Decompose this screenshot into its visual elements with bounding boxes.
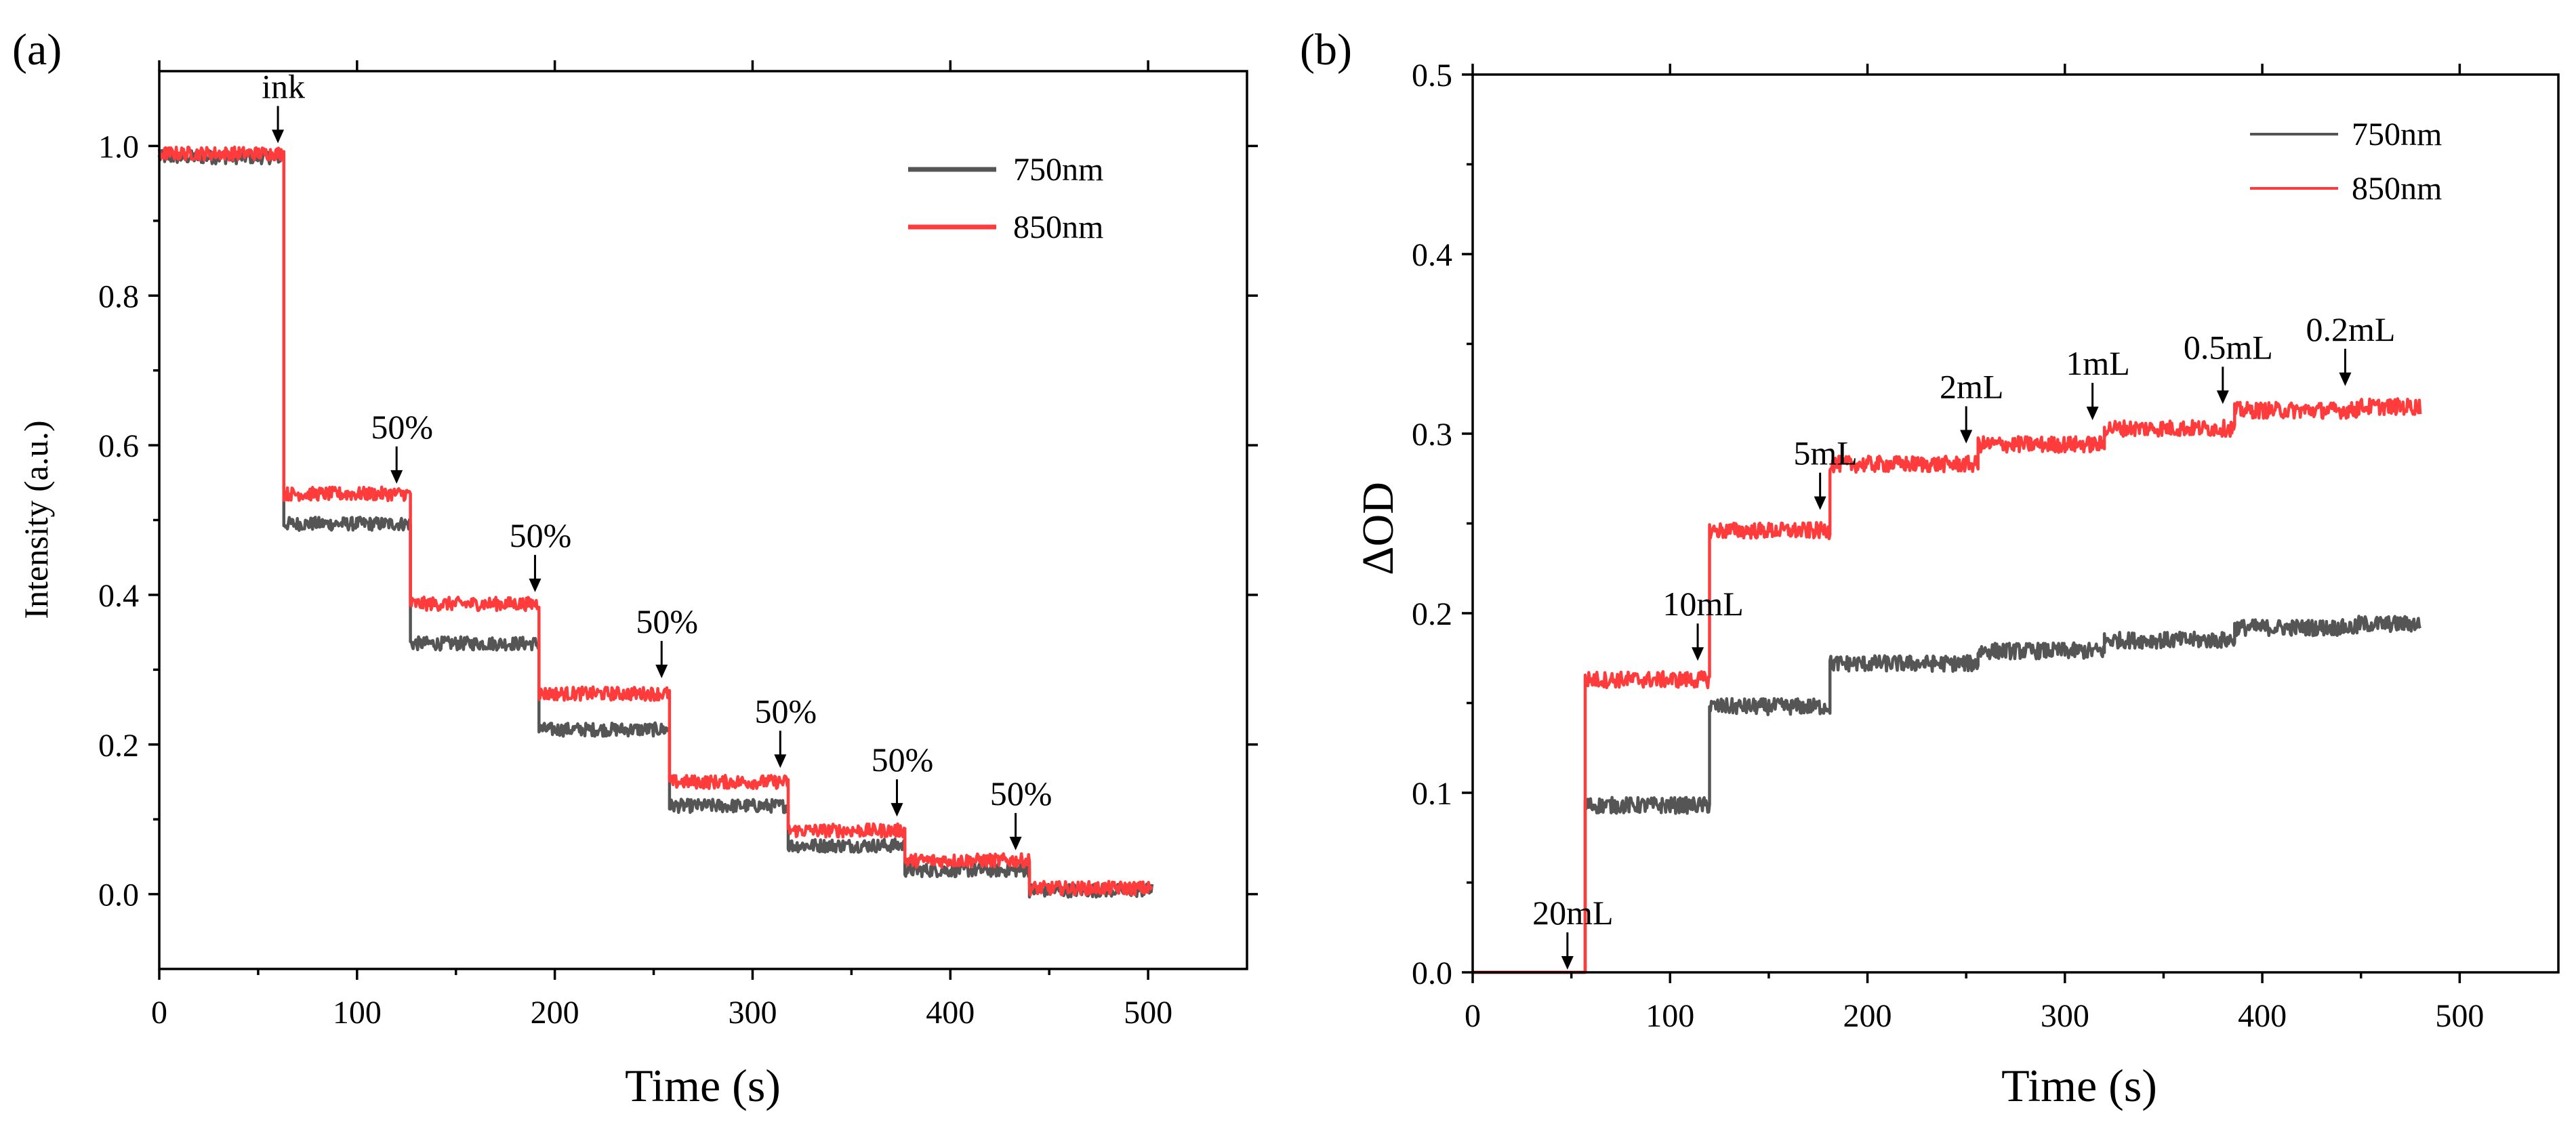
x-tick-label: 500	[1124, 995, 1172, 1031]
annotation-label: 2mL	[1940, 368, 2003, 406]
y-tick-label: 0.6	[98, 428, 139, 464]
series-750nm-line	[1472, 615, 2422, 974]
annotation-label: 50%	[990, 774, 1052, 812]
annotation-label: 0.2mL	[2306, 310, 2395, 348]
x-tick-label: 300	[728, 995, 777, 1031]
x-tick-label: 400	[2238, 998, 2287, 1034]
x-axis-title: Time (s)	[625, 1060, 781, 1111]
series-850nm-line	[1472, 397, 2422, 974]
annotation-label: 50%	[754, 692, 817, 730]
x-tick-label: 400	[926, 995, 975, 1031]
annotation-label: 50%	[371, 408, 433, 446]
legend-label: 750nm	[1013, 152, 1103, 188]
x-axis-title: Time (s)	[2001, 1060, 2157, 1111]
x-tick-label: 300	[2041, 998, 2089, 1034]
y-tick-label: 0.8	[98, 278, 139, 314]
y-tick-label: 0.2	[1412, 596, 1452, 632]
x-tick-label: 0	[1465, 998, 1481, 1034]
annotation-arrow-head	[2216, 390, 2229, 405]
annotation-arrow-head	[529, 578, 541, 592]
y-tick-label: 0.1	[1412, 776, 1452, 812]
annotation-label: 5mL	[1793, 434, 1857, 472]
annotation-label: 20mL	[1532, 894, 1613, 932]
y-tick-label: 0.0	[1412, 955, 1452, 991]
y-tick-label: 1.0	[98, 129, 139, 165]
annotation-label: ink	[262, 67, 305, 105]
y-tick-label: 0.4	[98, 578, 139, 614]
series-850nm-line	[157, 145, 1153, 896]
y-tick-label: 0.2	[98, 728, 139, 764]
legend-label: 850nm	[2352, 171, 2442, 207]
x-tick-label: 100	[1645, 998, 1694, 1034]
annotation-label: 10mL	[1662, 585, 1743, 623]
x-tick-label: 200	[531, 995, 579, 1031]
annotation-arrow-head	[655, 664, 668, 678]
annotation-arrow-head	[1561, 956, 1574, 970]
annotation-label: 0.5mL	[2184, 328, 2273, 366]
x-tick-label: 200	[1843, 998, 1892, 1034]
annotation-arrow-head	[390, 470, 403, 484]
panel-label-b: (b)	[1300, 25, 1352, 75]
panel-label-a: (a)	[12, 25, 62, 75]
legend-label: 850nm	[1013, 209, 1103, 245]
annotation-arrow-head	[272, 129, 285, 144]
x-tick-label: 500	[2435, 998, 2484, 1034]
annotation-label: 50%	[510, 516, 572, 554]
plot-frame	[1471, 73, 2560, 974]
panel-a-chart: 0 100 200 300 400 500 0.0 0.2 0.4 0.6 0.8 1.0 (a) Tim…	[12, 25, 1258, 1111]
annotation-arrow-head	[2339, 372, 2352, 386]
y-axis-title: Intensity (a.u.)	[17, 421, 55, 619]
annotation-label: 50%	[872, 741, 934, 779]
y-tick-label: 0.5	[1412, 58, 1452, 94]
annotation-label: 1mL	[2066, 344, 2129, 382]
x-tick-label: 100	[333, 995, 382, 1031]
x-tick-label: 0	[151, 995, 167, 1031]
y-tick-label: 0.3	[1412, 417, 1452, 453]
annotation-arrow-head	[1009, 836, 1022, 850]
annotation-arrow-head	[891, 803, 903, 817]
annotation-arrow-head	[2086, 407, 2099, 421]
annotation-arrow-head	[774, 754, 787, 768]
annotation-arrow-head	[1692, 647, 1704, 661]
y-tick-label: 0.4	[1412, 237, 1452, 273]
annotation-label: 50%	[636, 602, 698, 640]
y-axis-title: ΔOD	[1353, 482, 1403, 575]
annotation-arrow-head	[1960, 430, 1973, 444]
panel-b-chart: 0 100 200 300 400 500 0.0 0.1 0.2 0.3 0.4 0.5 (b) Tim…	[1300, 25, 2560, 1111]
legend-label: 750nm	[2352, 117, 2442, 152]
y-tick-label: 0.0	[98, 877, 139, 913]
annotation-arrow-head	[1814, 496, 1826, 510]
